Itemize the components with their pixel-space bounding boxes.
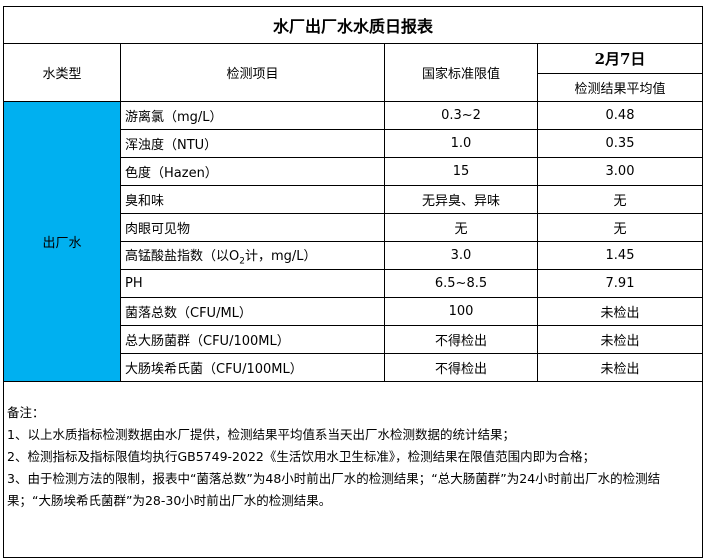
table-row: 大肠埃希氏菌（CFU/100ML） 不得检出 未检出 bbox=[4, 353, 704, 382]
item-cell: 臭和味 bbox=[120, 185, 385, 214]
notes-heading: 备注： bbox=[7, 405, 45, 420]
limit-cell: 6.5~8.5 bbox=[384, 269, 538, 298]
header-date: 2月7日 bbox=[536, 43, 704, 74]
result-cell: 未检出 bbox=[536, 297, 704, 326]
item-cell: 大肠埃希氏菌（CFU/100ML） bbox=[120, 353, 385, 382]
header-item: 检测项目 bbox=[120, 43, 385, 102]
table-row: 浑浊度（NTU） 1.0 0.35 bbox=[4, 129, 704, 158]
result-cell: 未检出 bbox=[536, 325, 704, 354]
item-cell: 肉眼可见物 bbox=[120, 213, 385, 242]
limit-cell: 无 bbox=[384, 213, 538, 242]
water-type-cell: 出厂水 bbox=[3, 101, 121, 382]
limit-cell: 100 bbox=[384, 297, 538, 326]
result-cell: 无 bbox=[536, 185, 704, 214]
report-title: 水厂出厂水水质日报表 bbox=[2, 6, 704, 44]
item-cell: 菌落总数（CFU/ML） bbox=[120, 297, 385, 326]
limit-cell: 无异臭、异味 bbox=[384, 185, 538, 214]
item-cell: 高锰酸盐指数（以O2计，mg/L） bbox=[120, 241, 385, 270]
result-cell: 0.35 bbox=[536, 129, 704, 158]
note-2: 2、检测指标及指标限值均执行GB5749-2022《生活饮用水卫生标准》，检测结… bbox=[7, 449, 596, 464]
result-cell: 7.91 bbox=[536, 269, 704, 298]
table-row: 肉眼可见物无无 bbox=[4, 213, 704, 242]
item-subscript: 2 bbox=[239, 256, 245, 267]
limit-cell: 15 bbox=[384, 157, 538, 186]
note-1: 1、以上水质指标检测数据由水厂提供，检测结果平均值系当天出厂水检测数据的统计结果… bbox=[7, 427, 515, 442]
header-result: 检测结果平均值 bbox=[536, 73, 704, 102]
table-row: 菌落总数（CFU/ML） 100 未检出 bbox=[4, 297, 704, 326]
item-cell: PH bbox=[120, 269, 385, 298]
limit-cell: 不得检出 bbox=[384, 325, 538, 354]
table-row: 色度（Hazen） 15 3.00 bbox=[4, 157, 704, 186]
table-row: 臭和味 无异臭、异味无 bbox=[4, 185, 704, 214]
result-cell: 0.48 bbox=[536, 101, 704, 130]
item-cell: 浑浊度（NTU） bbox=[120, 129, 385, 158]
item-cell: 游离氯（mg/L） bbox=[120, 101, 385, 130]
table-row: 出厂水 游离氯（mg/L） 0.3~2 0.48 bbox=[3, 101, 704, 382]
limit-cell: 3.0 bbox=[384, 241, 538, 270]
result-cell: 3.00 bbox=[536, 157, 704, 186]
table-row: PH 6.5~8.5 7.91 bbox=[4, 269, 704, 298]
result-cell: 未检出 bbox=[536, 353, 704, 382]
item-cell: 总大肠菌群（CFU/100ML） bbox=[120, 325, 385, 354]
limit-cell: 0.3~2 bbox=[384, 101, 538, 130]
result-cell: 无 bbox=[536, 213, 704, 242]
table-row: 高锰酸盐指数（以O2计，mg/L） 3.0 1.45 bbox=[4, 241, 704, 270]
item-text: 计，mg/L） bbox=[244, 248, 317, 264]
notes: 备注： 1、以上水质指标检测数据由水厂提供，检测结果平均值系当天出厂水检测数据的… bbox=[2, 381, 704, 558]
item-cell: 色度（Hazen） bbox=[120, 157, 385, 186]
result-cell: 1.45 bbox=[536, 241, 704, 270]
limit-cell: 1.0 bbox=[384, 129, 538, 158]
water-quality-report-table: 水厂出厂水水质日报表 水类型 检测项目 国家标准限值 2月7日 检测结果平均值 … bbox=[2, 6, 704, 558]
item-text: 高锰酸盐指数（以O bbox=[125, 248, 240, 264]
header-water-type: 水类型 bbox=[3, 43, 121, 102]
note-3: 3、由于检测方法的限制，报表中“菌落总数”为48小时前出厂水的检测结果；“总大肠… bbox=[7, 471, 661, 508]
limit-cell: 不得检出 bbox=[384, 353, 538, 382]
header-limit: 国家标准限值 bbox=[384, 43, 538, 102]
